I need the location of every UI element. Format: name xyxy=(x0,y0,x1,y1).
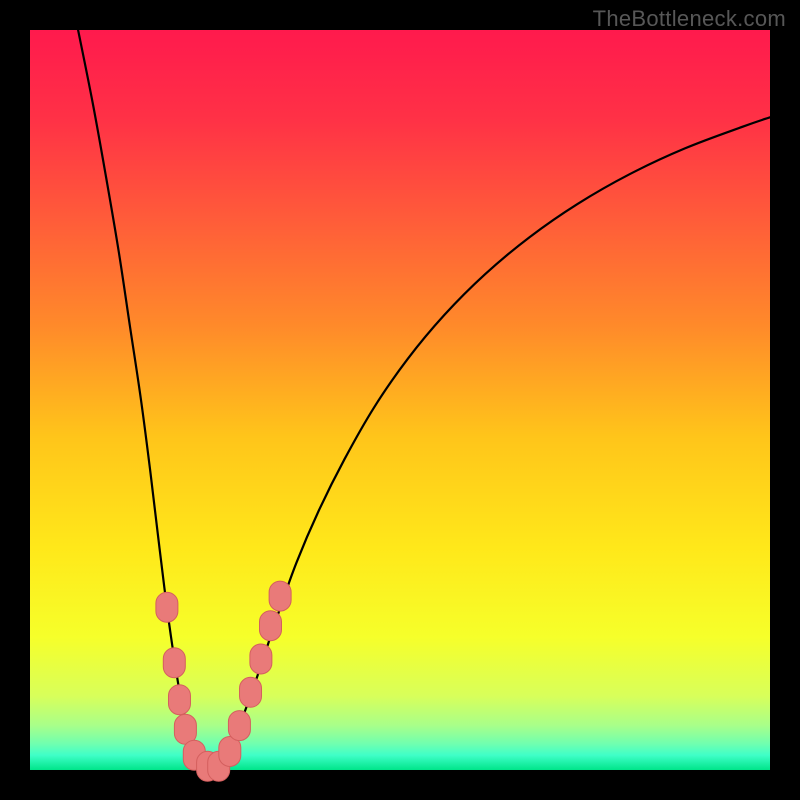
marker-point xyxy=(168,685,190,715)
marker-point xyxy=(260,611,282,641)
marker-point xyxy=(156,592,178,622)
marker-point xyxy=(219,737,241,767)
marker-point xyxy=(250,644,272,674)
marker-point xyxy=(269,581,291,611)
marker-point xyxy=(163,648,185,678)
marker-point xyxy=(240,677,262,707)
marker-point xyxy=(228,711,250,741)
bottleneck-curve-chart xyxy=(0,0,800,800)
watermark-text: TheBottleneck.com xyxy=(593,6,786,32)
